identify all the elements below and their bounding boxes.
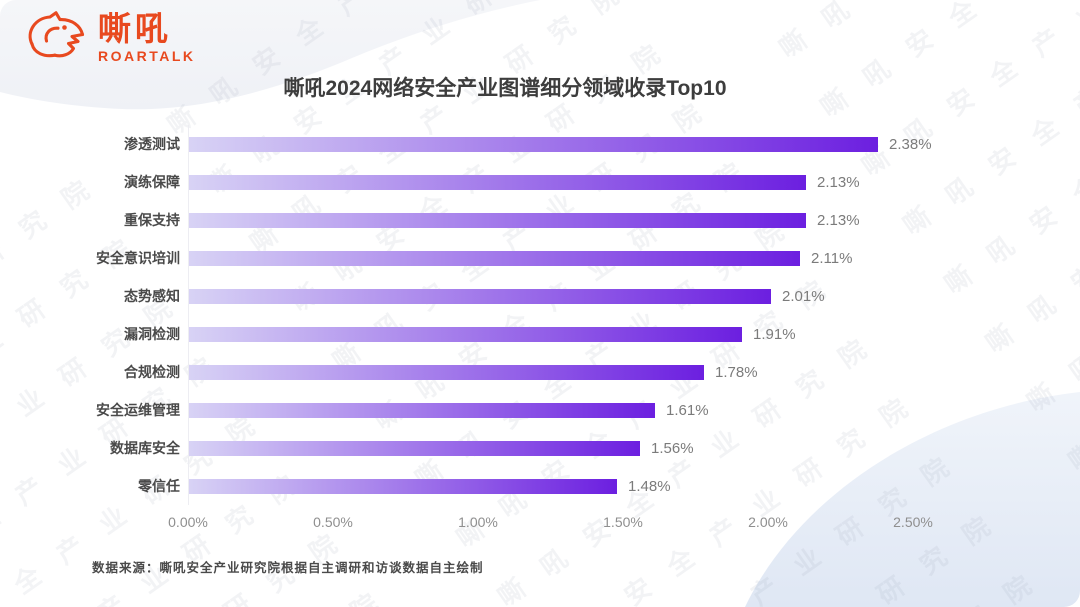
bar-category-label: 演练保障 bbox=[124, 174, 180, 190]
bar-value-label: 1.48% bbox=[628, 477, 671, 495]
bar-row: 零信任 1.48% bbox=[0, 467, 1080, 505]
bar bbox=[188, 326, 742, 342]
bar-value-label: 2.11% bbox=[811, 249, 853, 267]
x-axis-tick-label: 2.50% bbox=[893, 514, 933, 530]
bar bbox=[188, 250, 800, 266]
bar-category-label: 漏洞检测 bbox=[124, 326, 180, 342]
x-axis: 0.00% 0.50% 1.00% 1.50% 2.00% 2.50% bbox=[0, 505, 1080, 535]
bar-value-label: 1.91% bbox=[753, 325, 796, 343]
x-axis-tick-label: 1.50% bbox=[603, 514, 643, 530]
bar-category-label: 零信任 bbox=[138, 478, 180, 494]
roartalk-logo: 嘶吼 ROARTALK bbox=[22, 10, 196, 64]
bar-category-label: 数据库安全 bbox=[110, 440, 180, 456]
bar-category-label: 渗透测试 bbox=[124, 136, 180, 152]
bar bbox=[188, 440, 640, 456]
bar-track: 1.56% bbox=[188, 440, 694, 457]
bar-category-label: 合规检测 bbox=[124, 364, 180, 380]
bar bbox=[188, 136, 878, 152]
logo-name-cn: 嘶吼 bbox=[98, 9, 172, 47]
bar-row: 态势感知 2.01% bbox=[0, 277, 1080, 315]
bar-row: 合规检测 1.78% bbox=[0, 353, 1080, 391]
bar-row: 重保支持 2.13% bbox=[0, 201, 1080, 239]
bar-row: 数据库安全 1.56% bbox=[0, 429, 1080, 467]
chart-title: 嘶吼2024网络安全产业图谱细分领域收录Top10 bbox=[283, 77, 727, 100]
bar-track: 2.11% bbox=[188, 250, 852, 267]
logo-name-en: ROARTALK bbox=[98, 47, 196, 64]
bar-category-label: 态势感知 bbox=[124, 288, 180, 304]
bar-category-label: 安全意识培训 bbox=[96, 250, 180, 266]
bar-track: 1.61% bbox=[188, 402, 709, 419]
bar-track: 2.01% bbox=[188, 288, 825, 305]
bar-category-label: 安全运维管理 bbox=[96, 402, 180, 418]
bar-rows: 渗透测试 2.38% 演练保障 2.13% 重保支持 2.13% 安全意识培训 2.11% 态势… bbox=[0, 125, 1080, 505]
bar-value-label: 2.38% bbox=[889, 135, 932, 153]
bar-row: 演练保障 2.13% bbox=[0, 163, 1080, 201]
bar-value-label: 2.13% bbox=[817, 173, 860, 191]
bar-track: 2.13% bbox=[188, 174, 860, 191]
bar-track: 1.91% bbox=[188, 326, 796, 343]
bar-row: 安全运维管理 1.61% bbox=[0, 391, 1080, 429]
bar bbox=[188, 402, 655, 418]
y-axis-line bbox=[188, 125, 189, 505]
bar bbox=[188, 478, 617, 494]
logo-text: 嘶吼 ROARTALK bbox=[98, 12, 196, 63]
bar-row: 渗透测试 2.38% bbox=[0, 125, 1080, 163]
bar-track: 2.38% bbox=[188, 136, 932, 153]
bar-track: 1.78% bbox=[188, 364, 758, 381]
bar-row: 漏洞检测 1.91% bbox=[0, 315, 1080, 353]
x-axis-tick-label: 0.00% bbox=[168, 514, 208, 530]
x-axis-tick-label: 0.50% bbox=[313, 514, 353, 530]
bar-value-label: 1.78% bbox=[715, 363, 758, 381]
bar-value-label: 1.56% bbox=[651, 439, 694, 457]
data-source-note: 数据来源：嘶吼安全产业研究院根据自主调研和访谈数据自主绘制 bbox=[92, 561, 484, 575]
bar-track: 2.13% bbox=[188, 212, 860, 229]
bar-track: 1.48% bbox=[188, 478, 671, 495]
bar-value-label: 2.13% bbox=[817, 211, 860, 229]
x-axis-tick-label: 1.00% bbox=[458, 514, 498, 530]
bar-value-label: 2.01% bbox=[782, 287, 825, 305]
bar bbox=[188, 212, 806, 228]
bar bbox=[188, 174, 806, 190]
bar-category-label: 重保支持 bbox=[124, 212, 180, 228]
x-axis-tick-label: 2.00% bbox=[748, 514, 788, 530]
bar-value-label: 1.61% bbox=[666, 401, 709, 419]
bar bbox=[188, 288, 771, 304]
bar bbox=[188, 364, 704, 380]
bar-row: 安全意识培训 2.11% bbox=[0, 239, 1080, 277]
tiger-head-icon bbox=[28, 11, 85, 58]
bar-chart: 渗透测试 2.38% 演练保障 2.13% 重保支持 2.13% 安全意识培训 2.11% 态势… bbox=[0, 125, 1080, 535]
